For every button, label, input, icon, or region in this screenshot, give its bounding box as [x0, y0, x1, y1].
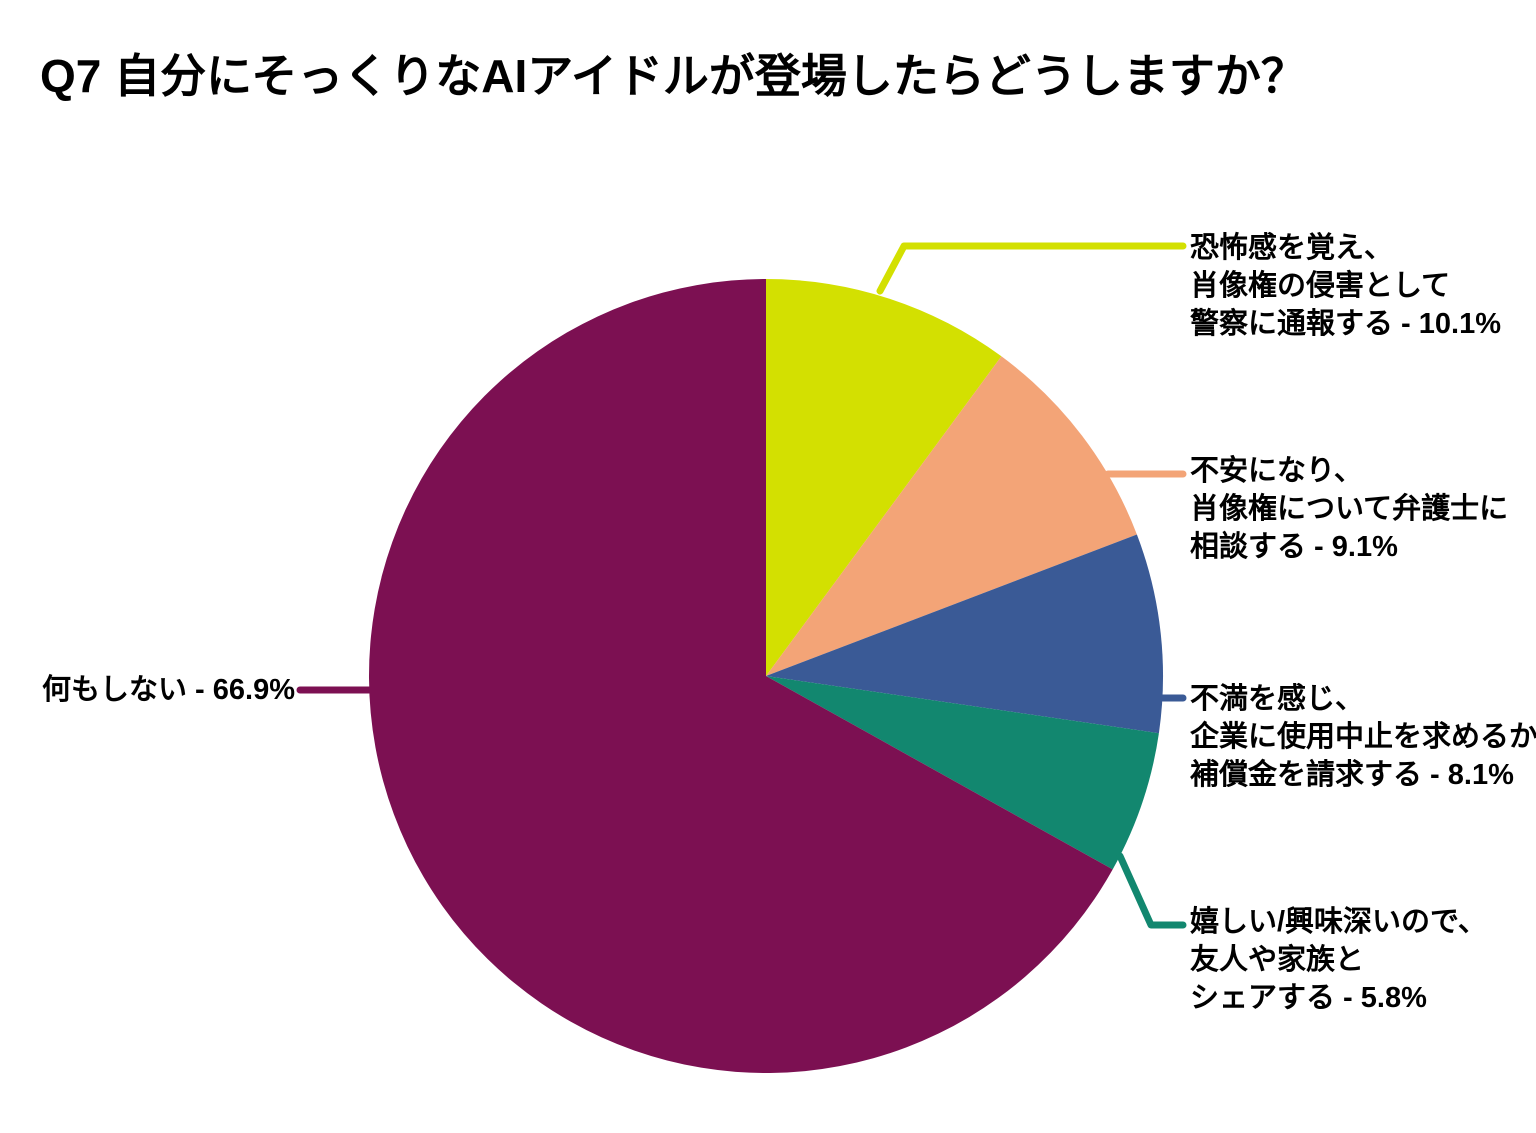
callout-line: 補償金を請求する - 8.1% [1190, 759, 1514, 791]
callout-line: 肖像権について弁護士に [1190, 493, 1509, 525]
callout-report-to-police: 恐怖感を覚え、 肖像権の侵害として 警察に通報する - 10.1% [1190, 229, 1501, 343]
pie-slice-4 [368, 279, 1113, 1073]
callout-demand-compensation: 不満を感じ、 企業に使用中止を求めるか 補償金を請求する - 8.1% [1190, 680, 1536, 794]
callout-line: 不安になり、 [1190, 455, 1363, 487]
pie-slice-3 [766, 676, 1159, 870]
callout-line: 相談する - 9.1% [1190, 531, 1398, 563]
pie-slice-1 [766, 356, 1137, 676]
chart-title: Q7 自分にそっくりなAIアイドルが登場したらどうしますか？ [40, 50, 1307, 102]
callout-line: 企業に使用中止を求めるか [1190, 721, 1536, 753]
callout-line: 恐怖感を覚え、 [1190, 232, 1394, 264]
leader-line-0 [876, 242, 1187, 295]
callout-line: 警察に通報する - 10.1% [1190, 308, 1501, 340]
callout-line: 何もしない - 66.9% [42, 674, 295, 706]
leader-line-3 [1116, 852, 1187, 929]
callout-line: シェアする - 5.8% [1190, 982, 1427, 1014]
callout-share-with-friends: 嬉しい/興味深いので、 友人や家族と シェアする - 5.8% [1190, 903, 1487, 1017]
callout-consult-lawyer: 不安になり、 肖像権について弁護士に 相談する - 9.1% [1190, 452, 1508, 566]
callout-line: 嬉しい/興味深いので、 [1190, 906, 1487, 938]
callout-line: 不満を感じ、 [1190, 683, 1365, 715]
callout-do-nothing: 何もしない - 66.9% [42, 671, 295, 709]
callout-line: 肖像権の侵害として [1190, 270, 1451, 302]
pie-slice-2 [766, 534, 1164, 734]
callout-line: 友人や家族と [1190, 944, 1365, 976]
pie-slice-0 [766, 279, 1002, 676]
